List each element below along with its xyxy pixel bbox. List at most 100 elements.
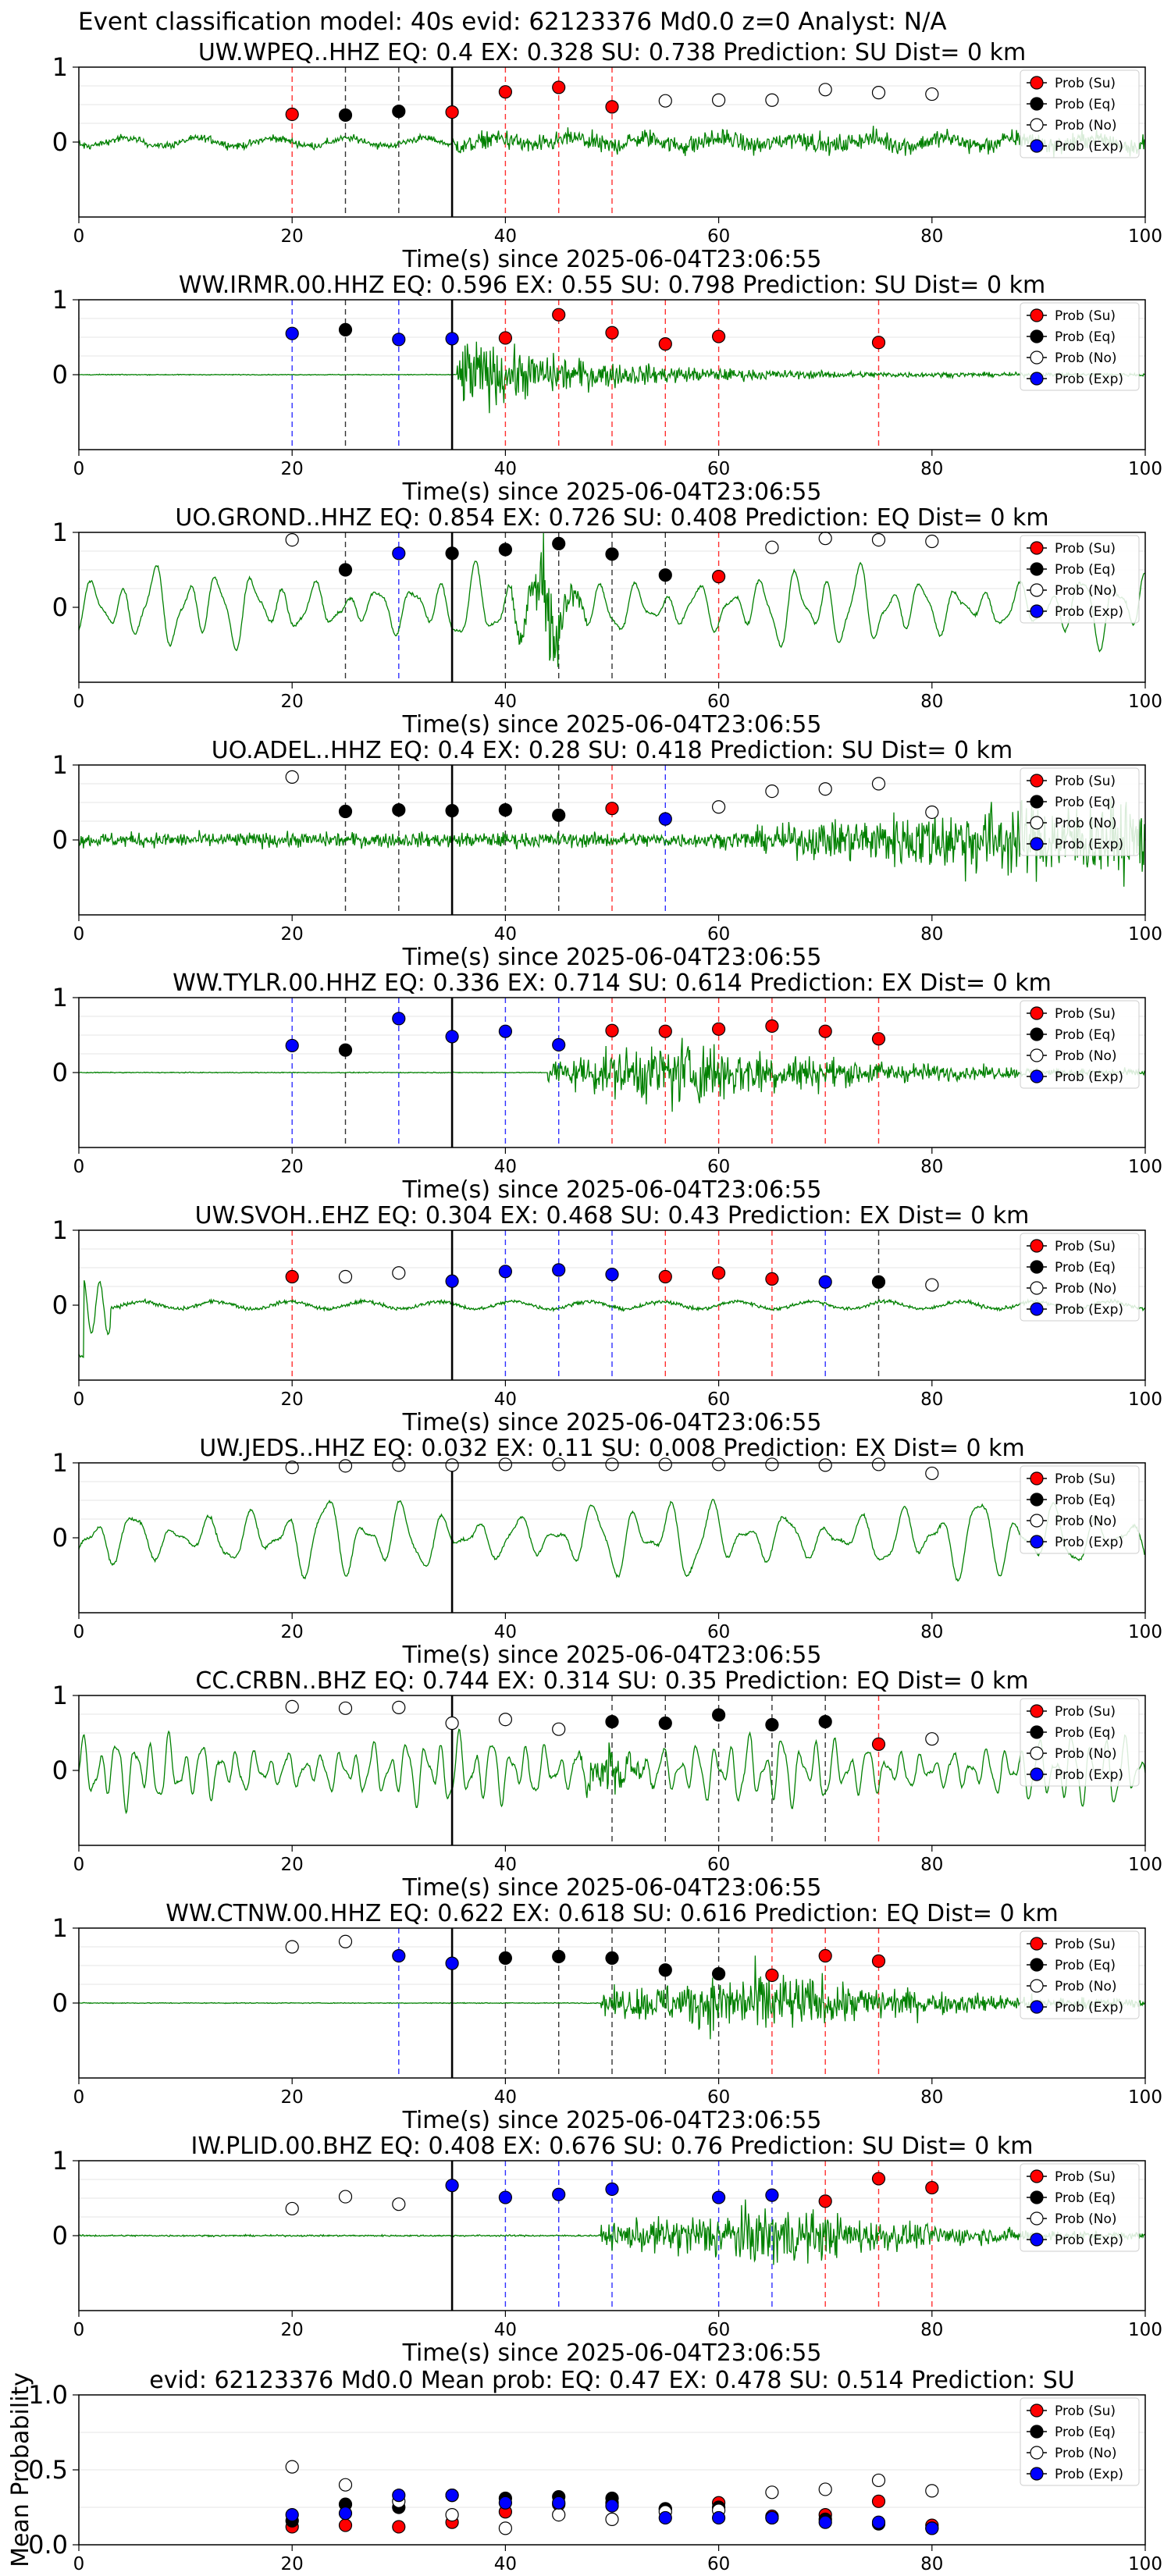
prob-point-no [338, 2190, 353, 2204]
prob-point-no [871, 86, 886, 100]
legend-marker-su [1030, 76, 1044, 90]
mean-prob-point-exp [498, 2496, 513, 2510]
mean-prob-point-exp [818, 2515, 832, 2529]
prob-point-su [765, 1272, 779, 1286]
prob-point-no [338, 1701, 353, 1715]
legend-marker-exp [1030, 1069, 1044, 1083]
legend-label-exp: Prob (Exp) [1055, 139, 1123, 155]
x-tick-label: 100 [1128, 1855, 1162, 1875]
x-tick-label: 20 [281, 226, 304, 247]
x-tick-label: 60 [707, 1389, 730, 1410]
x-tick-label: 0 [73, 459, 85, 479]
legend-marker-no [1030, 118, 1044, 132]
x-axis-label: Time(s) since 2025-06-04T23:06:55 [402, 944, 822, 971]
mean-prob-point-exp [338, 2507, 353, 2521]
y-tick-label: 0 [52, 1756, 68, 1785]
legend-marker-no [1030, 2446, 1044, 2460]
prob-point-eq [711, 1966, 726, 1981]
x-tick-label: 40 [494, 1855, 517, 1875]
mean-prob-point-exp [925, 2521, 939, 2535]
legend-box [1020, 2397, 1140, 2486]
prob-point-exp [498, 2190, 513, 2204]
prob-point-no [925, 1466, 939, 1481]
x-tick-label: 20 [281, 1157, 304, 1177]
prob-point-exp [392, 333, 406, 347]
x-tick-label: 0 [73, 2087, 85, 2108]
legend-marker-eq [1030, 1725, 1044, 1739]
prob-point-no [498, 1713, 513, 1727]
prob-point-exp [285, 326, 299, 340]
mean-prob-point-no [338, 2478, 353, 2492]
prob-point-su [605, 100, 619, 114]
prob-point-su [925, 2180, 939, 2195]
mean-prob-point-exp [552, 2496, 566, 2510]
legend-label-no: Prob (No) [1055, 1048, 1117, 1064]
legend-marker-su [1030, 2169, 1044, 2183]
mean-prob-point-no [445, 2508, 459, 2522]
legend-label-eq: Prob (Eq) [1055, 2425, 1116, 2440]
x-tick-label: 0 [73, 226, 85, 247]
y-tick-label: 1.0 [28, 2380, 68, 2410]
mean-prob-point-exp [711, 2510, 726, 2525]
x-tick-label: 60 [707, 2087, 730, 2108]
mean-prob-point-no [552, 2508, 566, 2522]
waveform-trace [78, 1728, 1146, 1815]
legend-marker-eq [1030, 329, 1044, 343]
x-tick-label: 80 [920, 2087, 943, 2108]
x-tick-label: 100 [1128, 2320, 1162, 2340]
legend-marker-su [1030, 1239, 1044, 1253]
prob-point-no [338, 1459, 353, 1473]
prob-point-eq [445, 546, 459, 560]
x-tick-label: 20 [281, 692, 304, 712]
x-tick-label: 80 [920, 1389, 943, 1410]
prob-point-su [765, 1019, 779, 1034]
x-tick-label: 60 [707, 459, 730, 479]
panel-6: UW.SVOH..EHZ EQ: 0.304 EX: 0.468 SU: 0.4… [52, 1202, 1162, 1436]
x-tick-label: 80 [920, 1855, 943, 1875]
legend-marker-eq [1030, 1027, 1044, 1041]
x-tick-label: 0 [73, 924, 85, 945]
x-tick-label: 40 [494, 2087, 517, 2108]
legend-label-su: Prob (Su) [1055, 774, 1116, 789]
prob-point-no [392, 1266, 406, 1280]
prob-point-su [711, 1266, 726, 1280]
prob-point-no [658, 1457, 672, 1471]
legend-marker-su [1030, 774, 1044, 788]
prob-point-eq [498, 1951, 513, 1965]
x-tick-label: 80 [920, 226, 943, 247]
panel-title: WW.TYLR.00.HHZ EQ: 0.336 EX: 0.714 SU: 0… [173, 970, 1052, 997]
mean-prob-point-exp [871, 2515, 886, 2529]
waveform-trace [78, 126, 1146, 158]
x-axis-label: Time(s) since 2025-06-04T23:06:55 [402, 2339, 822, 2367]
x-axis-label: Time(s) since 2025-06-04T23:06:55 [402, 246, 822, 273]
waveform-trace [79, 341, 1145, 414]
legend-label-no: Prob (No) [1055, 816, 1117, 831]
legend-marker-eq [1030, 1958, 1044, 1972]
panel-title: UW.WPEQ..HHZ EQ: 0.4 EX: 0.328 SU: 0.738… [198, 39, 1026, 66]
mean-prob-point-no [498, 2521, 513, 2535]
panel-7: UW.JEDS..HHZ EQ: 0.032 EX: 0.11 SU: 0.00… [52, 1435, 1162, 1669]
x-tick-label: 60 [707, 1622, 730, 1642]
prob-point-eq [338, 563, 353, 577]
legend-marker-eq [1030, 1493, 1044, 1507]
prob-point-su [711, 329, 726, 343]
legend-box [1020, 2163, 1140, 2252]
x-tick-label: 40 [494, 924, 517, 945]
prob-point-no [605, 1457, 619, 1471]
prob-point-no [285, 1699, 299, 1713]
prob-point-no [925, 1278, 939, 1292]
waveform-trace [78, 1499, 1146, 1582]
legend-label-eq: Prob (Eq) [1055, 1260, 1116, 1276]
y-tick-label: 0 [52, 2221, 68, 2250]
prob-point-no [871, 777, 886, 791]
prob-point-exp [285, 1038, 299, 1053]
legend-box [1020, 1233, 1140, 1322]
legend-marker-su [1030, 1937, 1044, 1951]
prob-point-eq [498, 802, 513, 817]
prob-point-exp [445, 2179, 459, 2193]
prob-point-no [338, 1269, 353, 1284]
legend-box [1020, 1000, 1140, 1089]
legend-box [1020, 302, 1140, 391]
waveform-trace [78, 797, 1146, 887]
